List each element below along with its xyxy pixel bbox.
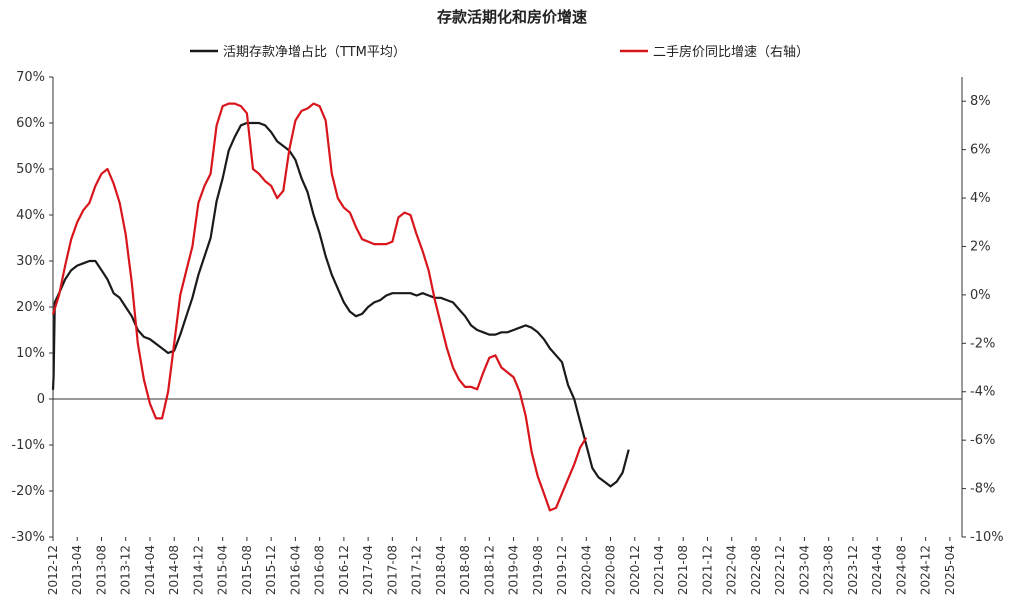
legend-label-house-price: 二手房价同比增速（右轴） bbox=[653, 44, 809, 60]
x-tick-label: 2014-12 bbox=[191, 545, 205, 595]
chart-title: 存款活期化和房价增速 bbox=[437, 8, 587, 26]
x-tick-label: 2018-12 bbox=[482, 545, 496, 595]
x-tick-label: 2020-04 bbox=[579, 545, 593, 595]
y-right-tick-label: 8% bbox=[970, 94, 991, 109]
x-tick-label: 2021-12 bbox=[700, 545, 714, 595]
y-right-tick-label: 4% bbox=[970, 191, 991, 206]
series-line-deposit bbox=[51, 121, 630, 488]
x-tick-label: 2024-04 bbox=[870, 545, 884, 595]
x-tick-label: 2017-12 bbox=[410, 545, 424, 595]
x-tick-label: 2021-04 bbox=[652, 545, 666, 595]
x-tick-label: 2022-12 bbox=[773, 545, 787, 595]
x-tick-label: 2021-08 bbox=[676, 545, 690, 595]
x-tick-label: 2023-12 bbox=[846, 545, 860, 595]
x-tick-label: 2019-08 bbox=[531, 545, 545, 595]
axes: 70% 60% 50% 40% 30% 20% 10% 0 -10% -20% -30% 8% 6% 4%… bbox=[11, 70, 1003, 595]
legend-label-deposit: 活期存款净增占比（TTM平均） bbox=[223, 45, 406, 60]
x-tick-label: 2014-04 bbox=[143, 545, 157, 595]
x-tick-label: 2023-04 bbox=[797, 545, 811, 595]
y-right-tick-label: -4% bbox=[970, 385, 995, 400]
x-tick-label: 2017-04 bbox=[361, 545, 375, 595]
x-tick-label: 2013-04 bbox=[70, 545, 84, 595]
y-right-tick-label: -6% bbox=[970, 433, 995, 448]
y-left-tick-label: 70% bbox=[16, 70, 45, 85]
y-right-tick-label: 6% bbox=[970, 143, 991, 158]
series-line-house-price bbox=[51, 102, 588, 512]
y-left-tick-label: -20% bbox=[11, 484, 45, 499]
x-tick-label: 2016-08 bbox=[313, 545, 327, 595]
x-tick-label: 2019-04 bbox=[507, 545, 521, 595]
x-tick-label: 2014-08 bbox=[167, 545, 181, 595]
x-tick-label: 2022-08 bbox=[749, 545, 763, 595]
y-right-tick-label: -2% bbox=[970, 336, 995, 351]
y-left-tick-label: 0 bbox=[37, 392, 45, 407]
y-left-tick-label: 20% bbox=[16, 300, 45, 315]
x-tick-label: 2024-12 bbox=[919, 545, 933, 595]
x-tick-label: 2025-04 bbox=[943, 545, 957, 595]
y-left-tick-label: -10% bbox=[11, 438, 45, 453]
y-left-tick-label: 30% bbox=[16, 254, 45, 269]
x-tick-label: 2023-08 bbox=[822, 545, 836, 595]
x-tick-label: 2016-12 bbox=[337, 545, 351, 595]
series-layer bbox=[51, 102, 630, 512]
x-tick-label: 2013-08 bbox=[94, 545, 108, 595]
y-left-tick-label: 50% bbox=[16, 162, 45, 177]
legend: 活期存款净增占比（TTM平均） 二手房价同比增速（右轴） bbox=[190, 44, 809, 60]
y-left-tick-label: 10% bbox=[16, 346, 45, 361]
y-left-tick-label: 60% bbox=[16, 116, 45, 131]
y-right-tick-label: -8% bbox=[970, 482, 995, 497]
x-tick-label: 2015-08 bbox=[240, 545, 254, 595]
x-tick-label: 2020-12 bbox=[628, 545, 642, 595]
x-tick-label: 2024-08 bbox=[894, 545, 908, 595]
x-tick-label: 2020-08 bbox=[604, 545, 618, 595]
x-tick-label: 2012-12 bbox=[46, 545, 60, 595]
y-left-tick-label: -30% bbox=[11, 530, 45, 545]
x-tick-label: 2018-08 bbox=[458, 545, 472, 595]
y-left-tick-label: 40% bbox=[16, 208, 45, 223]
x-tick-label: 2015-12 bbox=[264, 545, 278, 595]
y-right-tick-label: 2% bbox=[970, 239, 991, 254]
x-tick-label: 2018-04 bbox=[434, 545, 448, 595]
x-tick-label: 2013-12 bbox=[119, 545, 133, 595]
x-tick-label: 2019-12 bbox=[555, 545, 569, 595]
x-tick-label: 2016-04 bbox=[288, 545, 302, 595]
x-tick-label: 2022-04 bbox=[725, 545, 739, 595]
x-tick-label: 2017-08 bbox=[385, 545, 399, 595]
y-right-tick-label: -10% bbox=[970, 530, 1004, 545]
y-right-tick-label: 0% bbox=[970, 288, 991, 303]
x-tick-label: 2015-04 bbox=[216, 545, 230, 595]
